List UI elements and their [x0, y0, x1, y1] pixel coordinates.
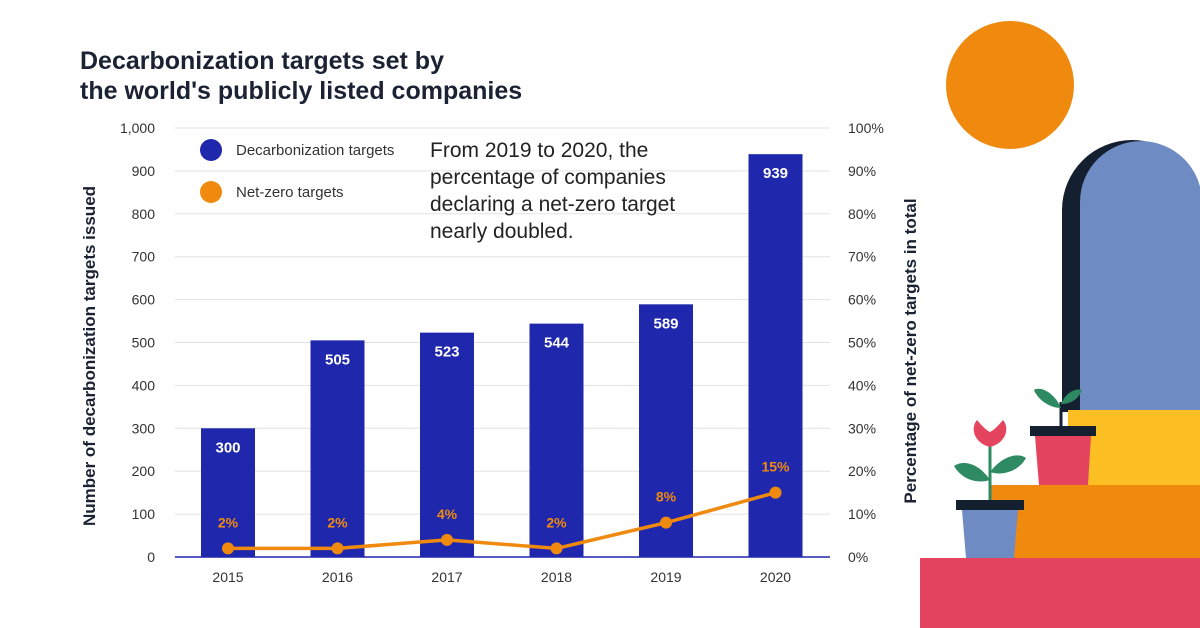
potted-plant-left [954, 420, 1026, 558]
line-point [550, 542, 563, 555]
y-tick-label-right: 50% [848, 335, 876, 351]
line-series: 2% 2% 4% 2% 8% 15% [218, 459, 790, 555]
legend-label-bars: Decarbonization targets [236, 141, 395, 159]
legend-swatch-bars [200, 139, 222, 161]
chart-title-line-2: the world's publicly listed companies [80, 77, 523, 105]
bar-value-label: 544 [544, 335, 570, 352]
y-tick-label-left: 0 [147, 549, 155, 565]
arch-window [1080, 141, 1200, 412]
chart-title: Decarbonization targets set by the world… [80, 46, 522, 106]
line-point [441, 533, 453, 546]
pot [1035, 436, 1091, 485]
y-tick-label-left: 1,000 [120, 120, 155, 136]
y-tick-label-right: 60% [848, 292, 876, 308]
y-tick-label-left: 100 [132, 506, 156, 522]
y-tick-label-left: 500 [132, 335, 156, 351]
bar [639, 304, 693, 557]
pot [962, 510, 1018, 558]
step-bottom [920, 558, 1200, 628]
y-tick-label-right: 100% [848, 120, 884, 136]
y-tick-label-right: 70% [848, 249, 876, 265]
y-tick-label-left: 400 [132, 377, 156, 393]
x-tick-label: 2018 [541, 569, 572, 585]
bar [310, 340, 365, 557]
chart-annotation: From 2019 to 2020, the percentage of com… [430, 139, 676, 243]
line-point-label: 2% [327, 514, 348, 530]
x-tick-label: 2016 [322, 569, 353, 585]
bar-value-label: 939 [763, 165, 788, 182]
y-tick-label-left: 600 [132, 292, 156, 308]
net-zero-line [228, 490, 776, 551]
pot-rim [956, 500, 1024, 510]
bar-value-label: 523 [434, 344, 459, 361]
y-tick-label-left: 900 [132, 163, 156, 179]
bar-value-label: 505 [325, 351, 350, 368]
y-tick-label-left: 300 [132, 420, 156, 436]
line-point [769, 486, 782, 499]
potted-plant-right [1030, 388, 1096, 485]
legend-item-net-zero: Net-zero targets [200, 181, 344, 203]
pot-rim [1030, 426, 1096, 436]
leaf-icon [1061, 389, 1082, 404]
y-axis-title-right: Percentage of net-zero targets in total [901, 198, 920, 504]
y-tick-label-left: 700 [132, 249, 156, 265]
decorative-illustration [920, 21, 1200, 628]
y-tick-label-right: 20% [848, 463, 876, 479]
y-axis-title-left: Number of decarbonization targets issued [80, 185, 99, 527]
line-point-label: 2% [218, 514, 239, 530]
axis-ticks: 0 0% 100 10% 200 20% 300 30% 400 40% 500 50% 600 60% 7… [120, 120, 884, 585]
bar-value-label: 589 [653, 315, 678, 332]
bar [201, 428, 255, 557]
line-point [660, 516, 672, 529]
y-tick-label-right: 40% [848, 377, 876, 393]
leaf-icon [990, 455, 1026, 474]
leaf-icon [1034, 388, 1061, 408]
leaf-icon [954, 462, 990, 482]
y-tick-label-left: 200 [132, 463, 156, 479]
bar [420, 332, 474, 557]
step-middle [990, 485, 1200, 560]
bar-value-label: 300 [215, 439, 240, 456]
line-point-label: 8% [656, 489, 677, 505]
bar-series: 300 505 523 544 589 939 [201, 154, 803, 557]
x-tick-label: 2015 [212, 569, 243, 585]
x-tick-label: 2019 [650, 569, 681, 585]
y-tick-label-right: 80% [848, 206, 876, 222]
line-point [222, 542, 234, 555]
y-tick-label-right: 0% [848, 549, 868, 565]
chart-title-line-1: Decarbonization targets set by [80, 47, 444, 75]
line-point-label: 15% [761, 459, 790, 475]
line-point-label: 2% [546, 514, 567, 530]
flower-icon [973, 420, 1007, 447]
y-tick-label-right: 10% [848, 506, 876, 522]
y-tick-label-right: 30% [848, 420, 876, 436]
y-tick-label-left: 800 [132, 206, 156, 222]
y-tick-label-right: 90% [848, 163, 876, 179]
x-tick-label: 2017 [431, 569, 462, 585]
line-point [331, 542, 344, 555]
sun-icon [946, 21, 1074, 149]
x-tick-label: 2020 [760, 569, 791, 585]
legend-label-line: Net-zero targets [236, 183, 344, 201]
line-point-label: 4% [437, 506, 458, 522]
legend-swatch-line [200, 181, 222, 203]
legend-item-decarbonization: Decarbonization targets [200, 139, 394, 161]
gridlines [175, 127, 830, 558]
bar [529, 323, 584, 557]
